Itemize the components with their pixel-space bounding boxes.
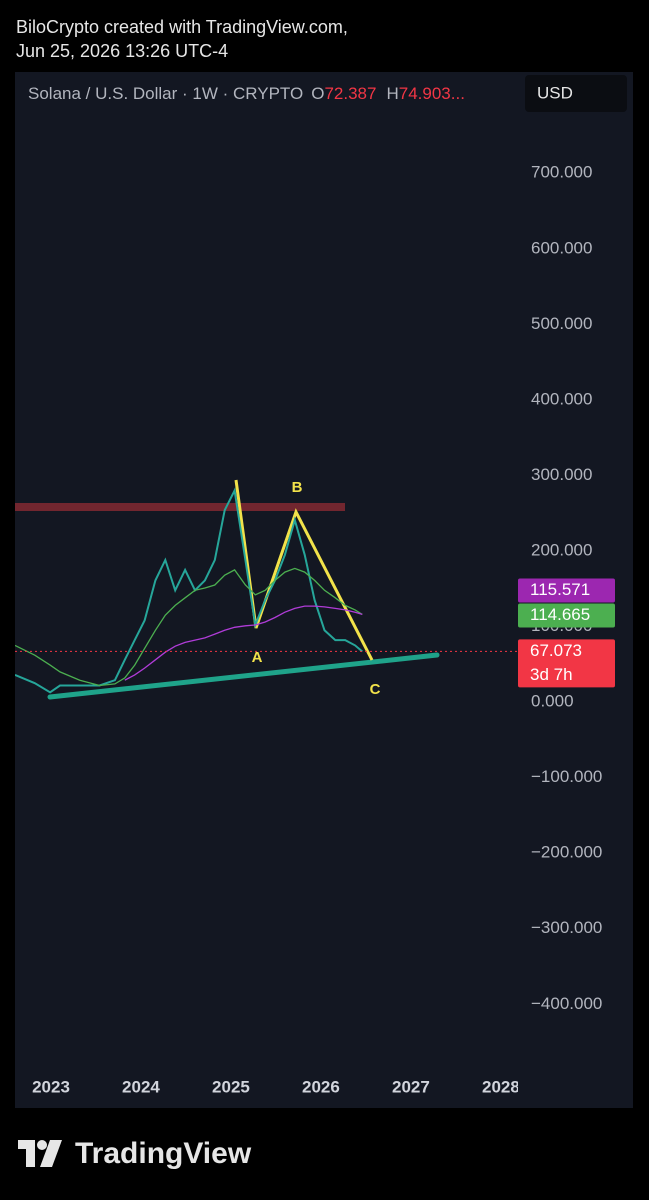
currency-button[interactable] (525, 75, 627, 112)
ohlc-value: 74.903... (399, 84, 465, 103)
y-tick-label: −400.000 (531, 994, 602, 1013)
resistance-zone (15, 503, 345, 511)
wave-lines (234, 479, 374, 661)
price-label: 67.073 (530, 641, 582, 660)
ohlc-label: H (386, 84, 398, 103)
currency-label: USD (537, 83, 573, 102)
x-tick-label: 2024 (122, 1077, 160, 1096)
wave-label: B (292, 479, 303, 496)
y-tick-label: 400.000 (531, 389, 592, 408)
x-tick-label: 2027 (392, 1077, 430, 1096)
y-tick-label: −100.000 (531, 767, 602, 786)
symbol: Solana / U.S. Dollar · 1W · CRYPTO (28, 84, 303, 103)
series-line (124, 605, 363, 681)
plot (15, 479, 518, 700)
series-line (15, 567, 363, 687)
y-tick-label: 200.000 (531, 540, 592, 559)
y-tick-label: 600.000 (531, 238, 592, 257)
price-label-box (518, 578, 615, 603)
price-label: 115.571 (530, 580, 590, 599)
x-tick-label: 2023 (32, 1077, 70, 1096)
x-tick-label: 2028 (482, 1077, 520, 1096)
price-label-box (518, 639, 615, 688)
header-line: BiloCrypto created with TradingView.com, (16, 17, 348, 37)
price-label: 114.665 (530, 605, 590, 624)
wave-label: C (370, 681, 381, 698)
y-tick-label: −300.000 (531, 918, 602, 937)
brand-name: TradingView (75, 1137, 252, 1170)
header-line: Jun 25, 2026 13:26 UTC-4 (16, 41, 228, 61)
brand-logo (18, 1140, 62, 1167)
x-tick-label: 2026 (302, 1077, 340, 1096)
x-tick-label: 2025 (212, 1077, 250, 1096)
y-tick-label: 700.000 (531, 163, 592, 182)
wave-label: A (252, 649, 263, 666)
y-tick-label: 500.000 (531, 314, 592, 333)
y-tick-label: −200.000 (531, 843, 602, 862)
price-label-note: 3d 7h (530, 665, 573, 684)
ohlc-label: O (311, 84, 324, 103)
support-line (47, 652, 440, 700)
y-tick-label: 0.000 (531, 692, 574, 711)
ohlc-value: 72.387 (324, 84, 376, 103)
y-tick-label: 300.000 (531, 465, 592, 484)
price-label-box (518, 603, 615, 628)
x-axis: 2023 2024 2025 2026 2027 2028 (32, 1077, 520, 1096)
legend-symbol: Solana / U.S. Dollar · 1W · CRYPTO O72.38… (28, 84, 465, 103)
